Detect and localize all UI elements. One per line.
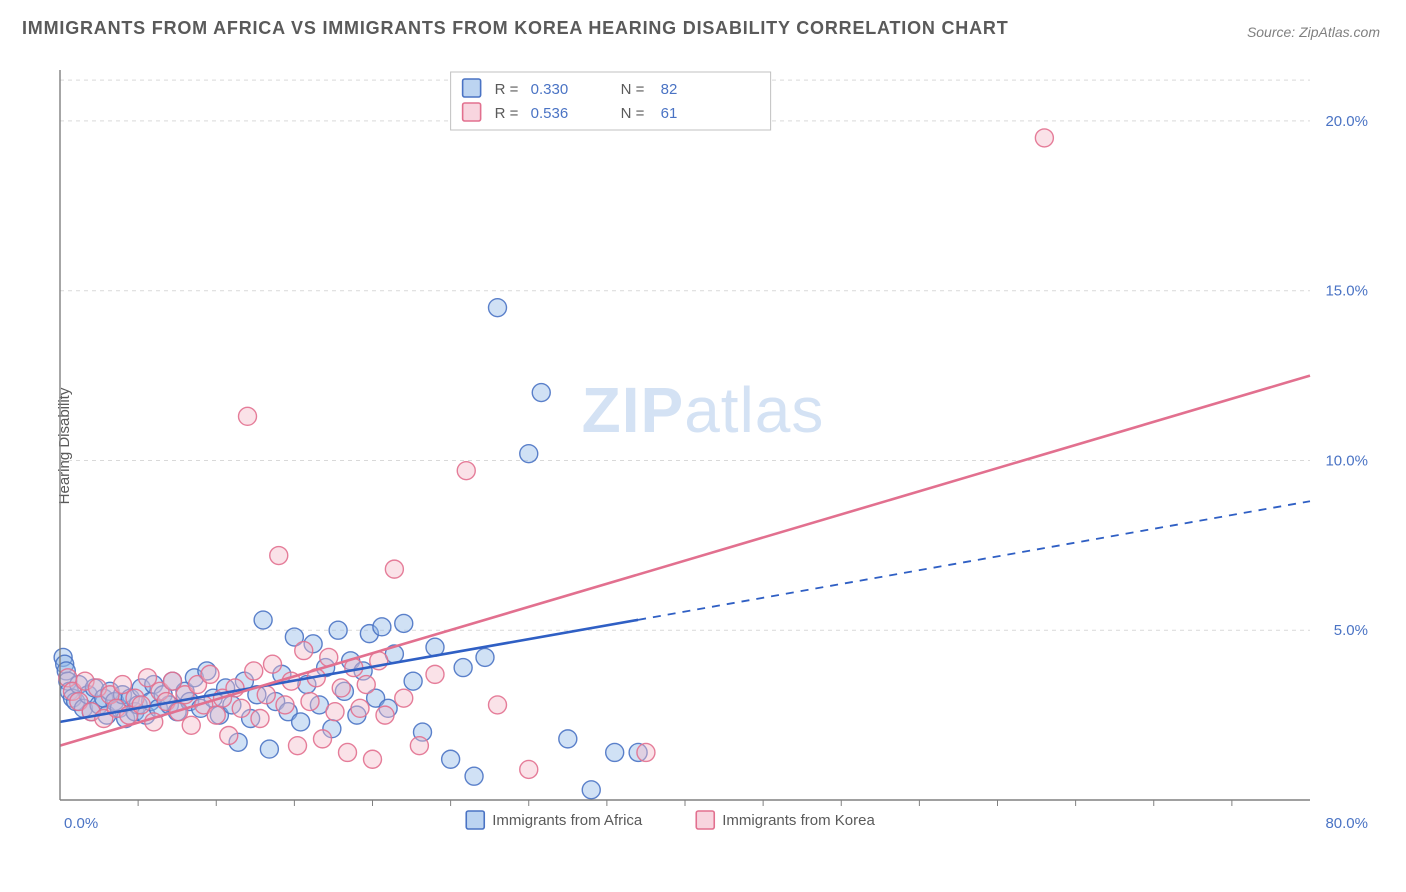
stats-N-label: N = (621, 105, 645, 122)
legend-swatch (466, 811, 484, 829)
legend-label: Immigrants from Africa (492, 812, 643, 829)
scatter-point (395, 689, 413, 707)
scatter-point (301, 693, 319, 711)
scatter-point (637, 743, 655, 761)
scatter-point (457, 462, 475, 480)
scatter-point (426, 665, 444, 683)
scatter-point (376, 706, 394, 724)
trend-line (60, 376, 1310, 746)
scatter-point (132, 696, 150, 714)
scatter-point (245, 662, 263, 680)
y-tick-label: 15.0% (1325, 283, 1368, 300)
scatter-point (520, 760, 538, 778)
scatter-point (465, 767, 483, 785)
stats-N-label: N = (621, 81, 645, 98)
scatter-point (364, 750, 382, 768)
scatter-point (251, 710, 269, 728)
y-tick-label: 20.0% (1325, 113, 1368, 130)
scatter-point (410, 737, 428, 755)
scatter-point (606, 743, 624, 761)
legend-swatch (696, 811, 714, 829)
scatter-point (520, 445, 538, 463)
stats-R-value: 0.536 (531, 105, 569, 122)
scatter-point (232, 699, 250, 717)
chart-container: 5.0% 10.0% 15.0% 20.0% 0.0% 80.0% Immigrants f… (50, 60, 1380, 840)
stats-N-value: 61 (661, 105, 678, 122)
x-max-label: 80.0% (1325, 815, 1368, 832)
scatter-point (454, 659, 472, 677)
scatter-point (489, 299, 507, 317)
scatter-point (582, 781, 600, 799)
scatter-point (339, 743, 357, 761)
scatter-point (442, 750, 460, 768)
scatter-chart: 5.0% 10.0% 15.0% 20.0% 0.0% 80.0% Immigrants f… (50, 60, 1380, 840)
scatter-point (254, 611, 272, 629)
stats-R-label: R = (495, 81, 519, 98)
scatter-point (332, 679, 350, 697)
scatter-point (351, 699, 369, 717)
scatter-point (326, 703, 344, 721)
scatter-point (395, 614, 413, 632)
scatter-point (476, 648, 494, 666)
scatter-point (559, 730, 577, 748)
legend-label: Immigrants from Korea (722, 812, 875, 829)
scatter-point (276, 696, 294, 714)
scatter-point (1035, 129, 1053, 147)
scatter-point (489, 696, 507, 714)
scatter-point (201, 665, 219, 683)
scatter-point (295, 642, 313, 660)
scatter-point (292, 713, 310, 731)
scatter-point (532, 384, 550, 402)
scatter-point (239, 407, 257, 425)
stats-swatch (463, 103, 481, 121)
scatter-point (257, 686, 275, 704)
stats-R-label: R = (495, 105, 519, 122)
source-prefix: Source: (1247, 24, 1299, 40)
scatter-point (357, 676, 375, 694)
scatter-point (373, 618, 391, 636)
scatter-point (207, 706, 225, 724)
scatter-point (264, 655, 282, 673)
stats-N-value: 82 (661, 81, 678, 98)
source-attribution: Source: ZipAtlas.com (1247, 24, 1380, 40)
scatter-point (182, 716, 200, 734)
stats-swatch (463, 79, 481, 97)
scatter-point (329, 621, 347, 639)
y-tick-label: 10.0% (1325, 452, 1368, 469)
chart-title: IMMIGRANTS FROM AFRICA VS IMMIGRANTS FRO… (22, 18, 1009, 39)
scatter-point (220, 726, 238, 744)
trend-line-dashed (638, 501, 1310, 620)
scatter-point (385, 560, 403, 578)
y-tick-label: 5.0% (1334, 622, 1368, 639)
scatter-point (404, 672, 422, 690)
source-link[interactable]: ZipAtlas.com (1299, 24, 1380, 40)
scatter-point (314, 730, 332, 748)
x-min-label: 0.0% (64, 815, 98, 832)
scatter-point (289, 737, 307, 755)
scatter-point (260, 740, 278, 758)
stats-R-value: 0.330 (531, 81, 569, 98)
scatter-point (270, 547, 288, 565)
